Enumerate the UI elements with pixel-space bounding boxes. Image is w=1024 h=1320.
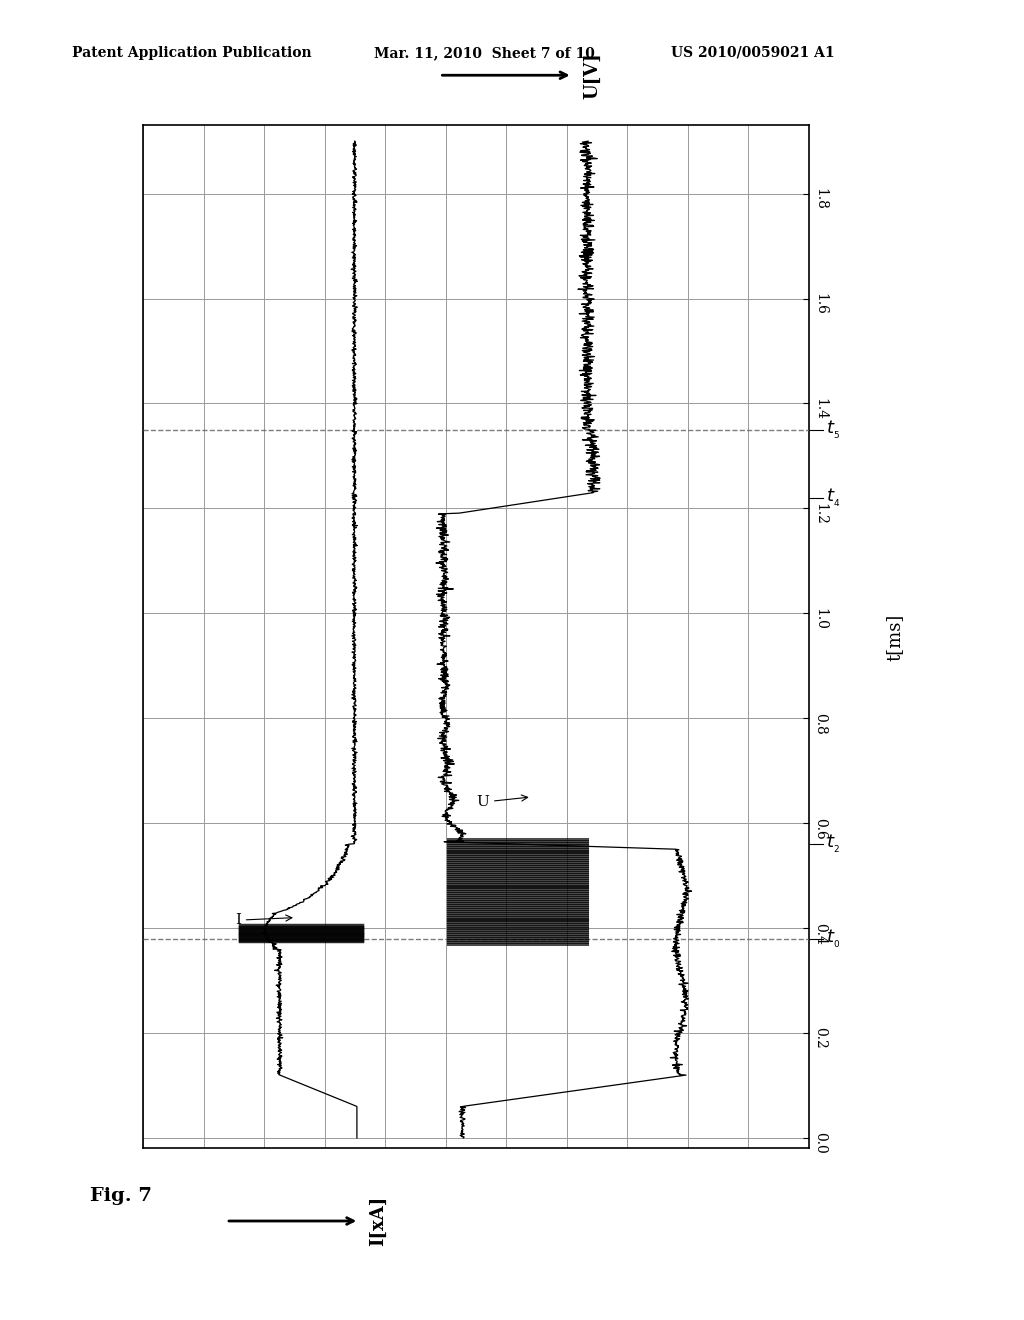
Text: Patent Application Publication: Patent Application Publication: [72, 46, 311, 59]
Text: $\mathit{t}_{_2}$: $\mathit{t}_{_2}$: [825, 833, 840, 855]
Text: Fig. 7: Fig. 7: [90, 1187, 152, 1205]
Text: I: I: [234, 913, 292, 927]
Text: $\mathit{t}_{_0}$: $\mathit{t}_{_0}$: [825, 928, 840, 949]
Text: $\mathit{t}_{_5}$: $\mathit{t}_{_5}$: [825, 418, 840, 441]
Text: US 2010/0059021 A1: US 2010/0059021 A1: [671, 46, 835, 59]
Y-axis label: t[ms]: t[ms]: [886, 614, 903, 660]
Text: U[V]: U[V]: [583, 51, 601, 99]
Text: I[xA]: I[xA]: [370, 1196, 387, 1246]
Text: Mar. 11, 2010  Sheet 7 of 10: Mar. 11, 2010 Sheet 7 of 10: [374, 46, 595, 59]
Text: U: U: [476, 795, 527, 809]
Text: $\mathit{t}_{_4}$: $\mathit{t}_{_4}$: [825, 487, 840, 510]
